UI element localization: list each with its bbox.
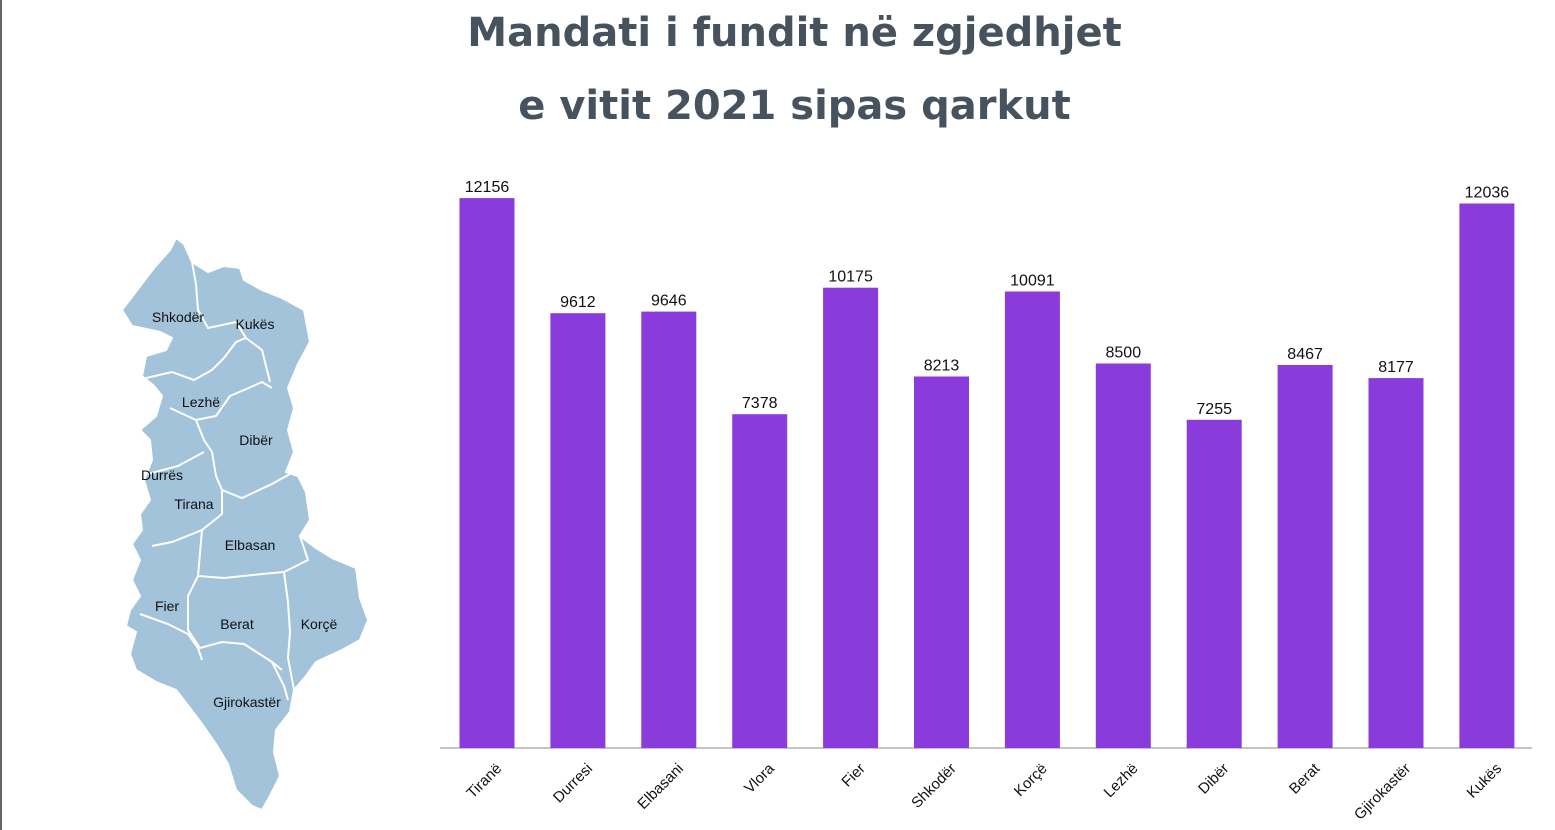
- x-tick-label-5: Shkodër: [908, 760, 960, 812]
- bar-3: [732, 414, 788, 748]
- map-label-lezhe: Lezhë: [182, 394, 220, 410]
- bar-8: [1186, 419, 1242, 748]
- country-shape: [120, 236, 370, 812]
- bar-11: [1459, 203, 1515, 748]
- data-label-8: 7255: [1196, 401, 1232, 418]
- map-label-korce: Korçë: [301, 616, 338, 632]
- map-label-berat: Berat: [220, 616, 254, 632]
- x-tick-label-6: Korçë: [1011, 760, 1051, 800]
- data-label-11: 12036: [1465, 185, 1510, 202]
- map-label-kukes: Kukës: [236, 316, 275, 332]
- x-tick-label-0: Tiranë: [463, 760, 505, 802]
- map-label-tirana: Tirana: [174, 496, 213, 512]
- data-label-5: 8213: [924, 358, 960, 375]
- bar-4: [823, 287, 879, 748]
- map-label-diber: Dibër: [239, 432, 273, 448]
- x-tick-label-1: Durresi: [550, 760, 596, 806]
- map-label-durres: Durrës: [141, 467, 183, 483]
- map-label-gjirokaster: Gjirokastër: [213, 694, 281, 710]
- x-tick-label-3: Vlora: [741, 760, 778, 797]
- albania-map: Shkodër Kukës Lezhë Dibër Durrës Tirana …: [120, 236, 370, 812]
- data-label-6: 10091: [1010, 273, 1055, 290]
- bar-9: [1277, 365, 1333, 748]
- data-label-7: 8500: [1106, 345, 1142, 362]
- data-label-9: 8467: [1287, 346, 1323, 363]
- x-tick-label-11: Kukës: [1464, 760, 1506, 802]
- data-label-4: 10175: [828, 269, 873, 286]
- data-label-0: 12156: [465, 179, 510, 196]
- region-borders: [139, 261, 310, 701]
- data-label-3: 7378: [742, 395, 778, 412]
- x-tick-label-4: Fier: [838, 760, 868, 790]
- data-label-10: 8177: [1378, 359, 1414, 376]
- bar-10: [1368, 378, 1424, 748]
- x-tick-label-10: Gjirokastër: [1351, 760, 1414, 823]
- x-tick-label-2: Elbasani: [634, 760, 687, 813]
- chart-title-line-2: e vitit 2021 sipas qarkut: [518, 83, 1071, 129]
- bar-1: [550, 313, 606, 748]
- data-label-1: 9612: [560, 294, 596, 311]
- data-label-2: 9646: [651, 293, 687, 310]
- map-label-fier: Fier: [155, 598, 179, 614]
- map-label-elbasan: Elbasan: [225, 537, 276, 553]
- map-label-shkoder: Shkodër: [152, 309, 204, 325]
- bar-6: [1004, 291, 1060, 748]
- bar-2: [641, 311, 697, 748]
- bar-5: [914, 376, 969, 748]
- x-tick-label-7: Lezhë: [1101, 760, 1142, 801]
- chart-title-line-1: Mandati i fundit në zgjedhjet: [467, 10, 1122, 56]
- bar-0: [459, 198, 515, 749]
- x-tick-label-9: Berat: [1286, 760, 1324, 798]
- x-tick-label-8: Dibër: [1195, 760, 1232, 797]
- bar-7: [1095, 363, 1151, 748]
